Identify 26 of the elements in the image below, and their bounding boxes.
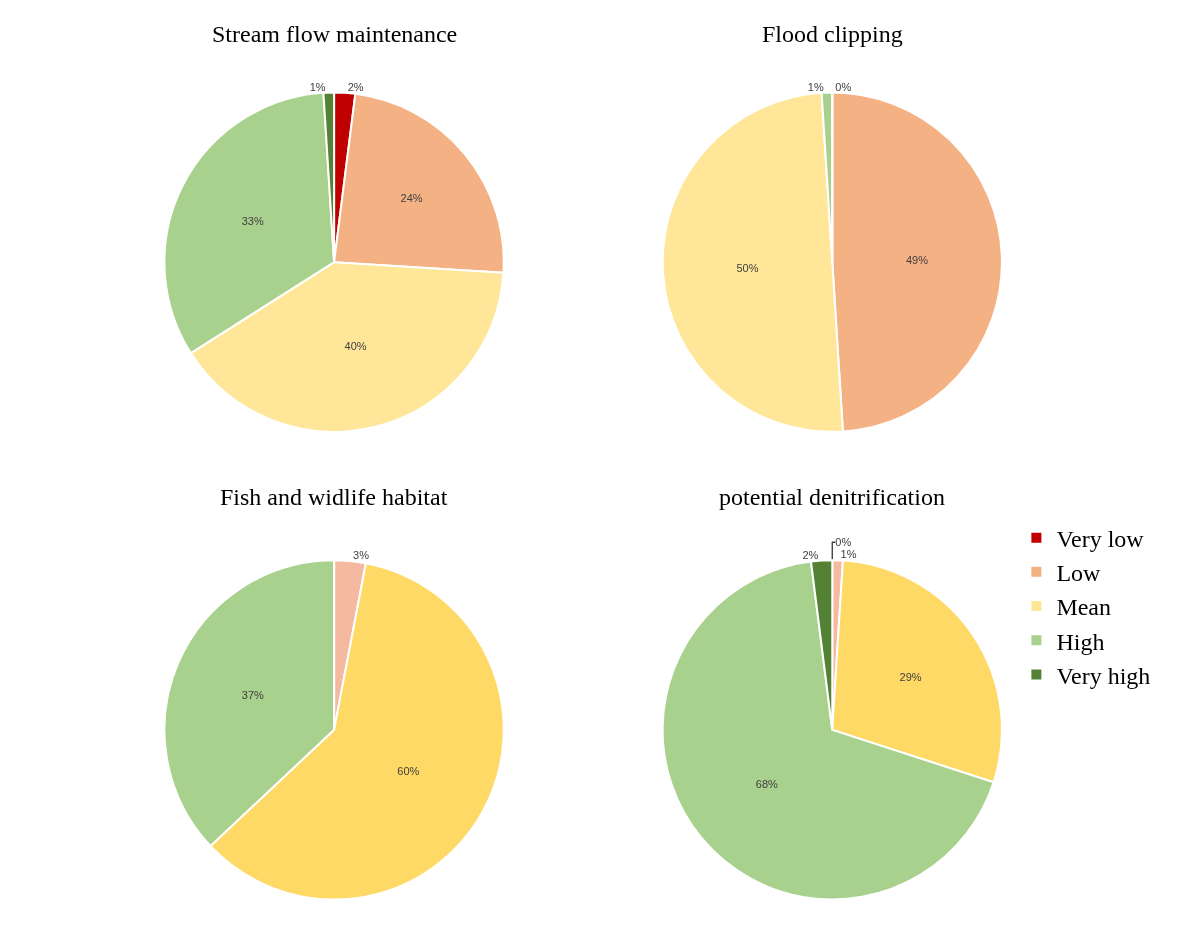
chart-title: Fish and widlife habitat xyxy=(220,484,448,510)
data-label: 49% xyxy=(905,253,929,266)
data-label: 3% xyxy=(353,549,370,562)
text: 0% xyxy=(835,536,852,549)
legend-label: Very high xyxy=(1056,662,1151,689)
data-label: 33% xyxy=(241,214,264,227)
text: 0% xyxy=(835,80,852,93)
data-label: 1% xyxy=(840,548,857,561)
data-label: 2% xyxy=(802,548,819,561)
legend-label: Low xyxy=(1056,560,1102,587)
data-label: 60% xyxy=(397,764,420,777)
data-label: 2% xyxy=(347,80,364,93)
data-label: 29% xyxy=(899,670,922,683)
chart-title: Stream flow maintenance xyxy=(212,21,458,47)
data-label: 37% xyxy=(241,688,265,701)
legend-label: Very low xyxy=(1056,526,1145,553)
data-label: 68% xyxy=(755,777,779,790)
chart-title: potential denitrification xyxy=(719,484,945,510)
data-label: 1% xyxy=(309,80,326,93)
legend-label: High xyxy=(1056,628,1105,655)
data-label: 1% xyxy=(807,80,824,93)
data-label: 50% xyxy=(736,261,759,274)
legend-label: Mean xyxy=(1056,594,1112,621)
data-label: 40% xyxy=(344,340,367,353)
data-label: 24% xyxy=(400,191,423,204)
chart-title: Flood clipping xyxy=(762,21,903,47)
